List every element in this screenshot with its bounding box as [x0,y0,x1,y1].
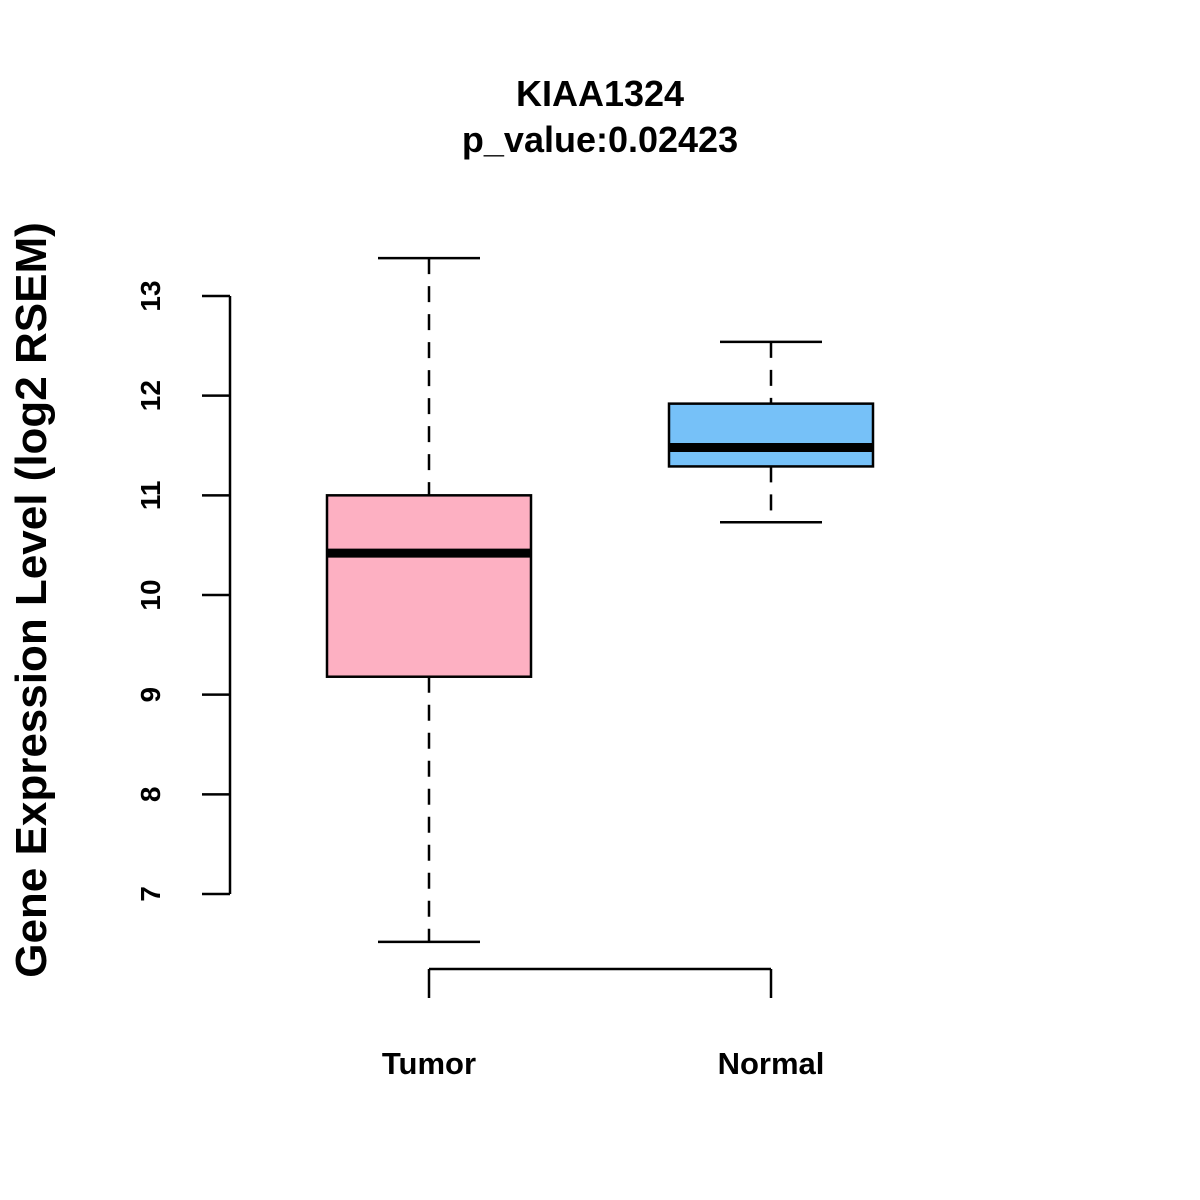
y-tick-label: 12 [135,380,166,411]
y-tick-label: 11 [135,481,166,511]
iqr-box [325,494,533,678]
y-tick-label: 10 [135,579,166,610]
y-tick-label: 7 [135,886,166,902]
x-tick-label-tumor: Tumor [382,1046,476,1081]
boxes [325,256,875,944]
y-tick-label: 13 [135,280,166,311]
chart-subtitle: p_value:0.02423 [462,119,738,160]
chart-title: KIAA1324 [516,73,684,114]
y-tick-label: 9 [135,687,166,703]
box-normal [667,340,875,524]
y-axis: 7 8 9 10 11 12 13 [135,280,232,902]
iqr-box [667,402,875,468]
x-axis: Tumor Normal [382,967,825,1081]
y-axis-label: Gene Expression Level (log2 RSEM) [7,222,56,978]
box-tumor [325,256,533,944]
y-tick-label: 8 [135,787,166,803]
x-tick-label-normal: Normal [718,1046,825,1081]
